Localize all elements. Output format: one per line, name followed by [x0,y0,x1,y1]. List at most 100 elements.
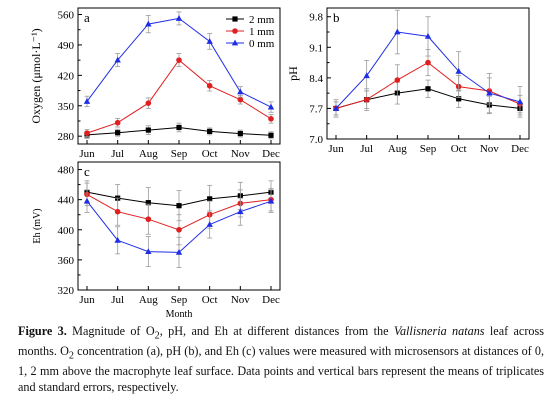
x-tick-label: Jul [111,148,124,160]
data-point [84,130,90,136]
data-point [455,67,462,74]
data-point [363,72,370,79]
data-point [114,119,121,126]
legend-marker [232,16,238,22]
legend: 2 mm1 mm0 mm [226,14,275,50]
data-point [83,98,91,104]
data-point [267,103,275,110]
data-point [425,86,431,92]
y-tick-label: 480 [58,165,75,177]
y-tick-label: 7.0 [309,134,323,146]
y-tick-label: 280 [58,131,75,143]
legend-entry: 2 mm [249,14,275,26]
series-s1 [84,53,274,138]
data-point [207,128,213,134]
y-tick-label: 8.4 [309,73,323,85]
panel-label: b [333,10,340,25]
x-tick-label: Aug [388,143,407,155]
data-point [363,96,370,103]
x-tick-label: Oct [202,294,218,306]
y-tick-label: 7.7 [309,103,323,115]
series-s0 [83,11,275,113]
data-point [394,28,401,35]
x-tick-label: Dec [262,294,280,306]
x-tick-label: Jun [79,294,95,306]
data-point [237,96,244,103]
y-tick-label: 420 [58,70,75,82]
y-tick-label: 320 [58,285,75,297]
data-point [83,197,91,204]
caption-text-3: leaf across months. O [18,324,544,359]
caption-text-4: concentration (a), pH (b), and Eh (c) va… [18,344,544,394]
data-point [268,132,274,138]
x-tick-label: Jul [111,294,124,306]
y-tick-label: 350 [58,101,75,113]
data-point [206,38,213,44]
x-tick-label: Aug [139,148,158,160]
y-tick-label: 360 [58,255,75,267]
legend-marker [232,28,238,34]
figure: 280 350 420 490 560 Jun Jul Aug Sep Oct Nov Dec a Oxy… [29,7,530,320]
x-tick-label: Aug [139,294,158,306]
series-line [86,59,272,134]
data-point [267,197,275,204]
data-point [175,15,183,21]
x-tick-label: Oct [451,143,467,155]
x-tick-label: Dec [262,148,280,160]
x-axis-label: Month [166,309,193,320]
caption-text-2: , pH, and Eh at different distances from… [159,324,394,338]
data-point [145,100,152,106]
series-s0 [332,9,524,118]
x-tick-label: Sep [171,148,188,160]
caption-species: Vallisneria natans [393,324,485,338]
data-point [145,216,152,223]
panel-c-eh: 320 360 400 440 480 Jun Jul Aug Sep Oct Nov Dec c Eh … [32,161,281,320]
data-point [145,127,151,133]
data-point [114,236,121,243]
x-tick-label: Jun [328,143,344,155]
x-tick-label: Nov [231,294,250,306]
x-tick-label: Jul [360,143,373,155]
data-point [176,203,182,209]
panel-label: c [84,164,90,179]
data-point [425,59,431,66]
panel-b-ph: 7.0 7.7 8.4 9.1 9.8 Jun Jul Aug Sep Oct Nov Dec b pH [286,7,530,155]
data-point [206,221,213,227]
x-tick-label: Sep [420,143,437,155]
legend-entry: 0 mm [249,38,275,50]
caption-sub-1: 2 [154,330,160,342]
x-tick-label: Nov [480,143,499,155]
data-point [206,82,213,89]
data-point [486,89,493,96]
x-tick-label: Oct [202,148,218,160]
caption-sub-2: 2 [68,350,74,362]
data-point [175,248,183,255]
x-tick-label: Jun [79,148,95,160]
x-tick-label: Dec [511,143,529,155]
y-tick-label: 9.8 [309,12,323,24]
x-tick-label: Sep [171,294,188,306]
data-point [456,96,462,102]
caption-label: Figure 3. [18,324,67,338]
y-tick-label: 490 [58,40,75,52]
data-point [176,124,182,131]
series-s2 [333,79,523,116]
series-s2 [84,122,274,140]
panel-a-oxygen: 280 350 420 490 560 Jun Jul Aug Sep Oct Nov Dec a Oxy… [29,7,281,160]
data-point [237,88,244,95]
data-point [268,115,274,122]
data-point [114,208,121,215]
y-axis-label: pH [286,66,300,81]
data-point [207,196,213,202]
data-point [145,20,152,27]
legend-marker [231,39,239,46]
y-tick-label: 560 [58,10,75,22]
x-tick-label: Nov [231,148,250,160]
y-tick-label: 440 [58,195,75,207]
data-point [332,105,340,111]
y-axis-label: Eh (mV) [32,208,43,243]
data-point [114,56,121,63]
series-s0 [83,189,275,268]
data-point [237,130,243,137]
data-point [145,248,152,254]
